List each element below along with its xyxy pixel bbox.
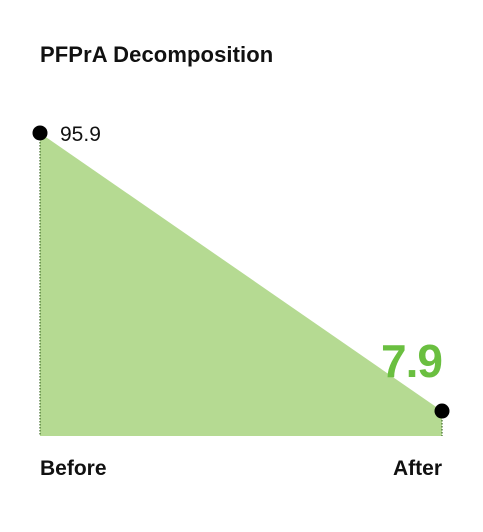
start-point	[32, 125, 48, 141]
x-label-after: After	[393, 457, 442, 480]
x-label-before: Before	[40, 457, 107, 480]
area-fill	[40, 132, 442, 436]
end-value-label: 7.9	[381, 335, 442, 387]
start-value-label: 95.9	[60, 123, 101, 146]
chart-title: PFPrA Decomposition	[40, 42, 274, 67]
end-point	[434, 403, 450, 419]
